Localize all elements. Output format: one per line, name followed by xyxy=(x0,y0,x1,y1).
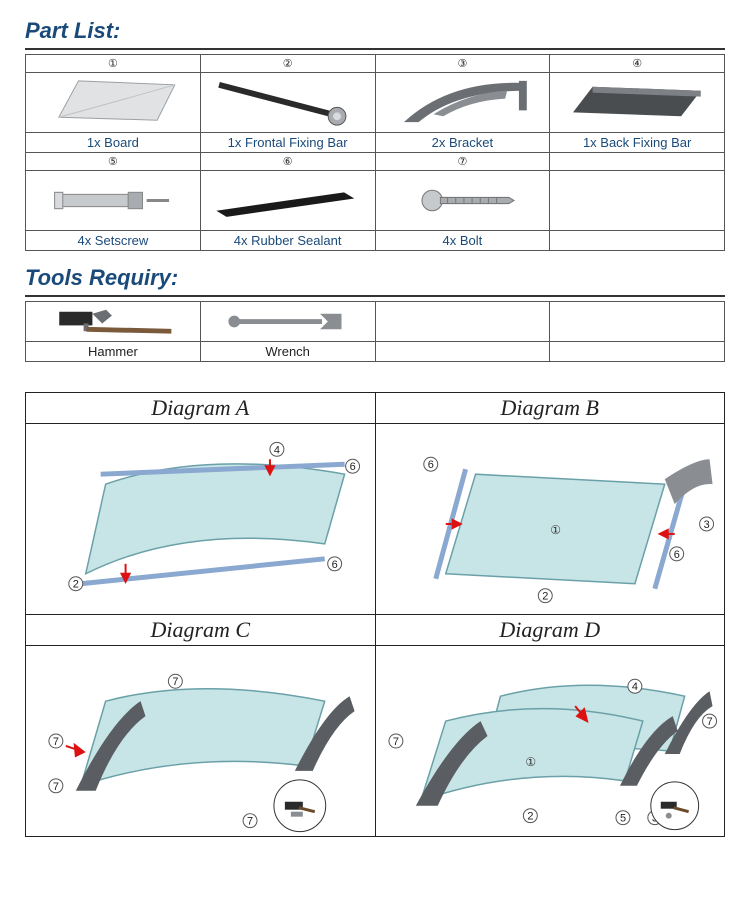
empty-cell xyxy=(550,153,725,171)
svg-text:7: 7 xyxy=(53,736,59,748)
diagram-d-cell: Diagram D ① 4 xyxy=(375,615,725,837)
empty-cell xyxy=(550,171,725,231)
svg-text:4: 4 xyxy=(631,681,637,693)
part-num: ① xyxy=(26,55,201,73)
diagram-title: Diagram C xyxy=(26,615,375,646)
part-label: 4x Bolt xyxy=(375,231,550,251)
svg-text:2: 2 xyxy=(73,579,79,591)
part-num: ⑥ xyxy=(200,153,375,171)
empty-cell xyxy=(375,302,550,342)
svg-text:6: 6 xyxy=(332,559,338,571)
diagram-c-cell: Diagram C 7 7 7 xyxy=(26,615,376,837)
part-image-setscrew xyxy=(26,171,201,231)
part-image-frontal-bar xyxy=(200,73,375,133)
tool-label: Hammer xyxy=(26,342,201,362)
part-num: ⑤ xyxy=(26,153,201,171)
tools-table: Hammer Wrench xyxy=(25,301,725,362)
diagram-a-body: 2 6 6 4 xyxy=(26,424,375,614)
part-num: ② xyxy=(200,55,375,73)
svg-text:7: 7 xyxy=(392,736,398,748)
tool-image-hammer xyxy=(26,302,201,342)
part-image-rubber-sealant xyxy=(200,171,375,231)
svg-text:2: 2 xyxy=(527,811,533,823)
tool-image-wrench xyxy=(200,302,375,342)
diagram-c-body: 7 7 7 7 xyxy=(26,646,375,836)
part-list-title: Part List: xyxy=(25,18,725,44)
svg-text:7: 7 xyxy=(53,781,59,793)
diagram-title: Diagram B xyxy=(376,393,725,424)
svg-text:6: 6 xyxy=(673,549,679,561)
svg-text:2: 2 xyxy=(542,591,548,603)
empty-cell xyxy=(550,302,725,342)
part-image-back-bar xyxy=(550,73,725,133)
part-image-bolt xyxy=(375,171,550,231)
diagram-b-body: ① 6 2 6 3 xyxy=(376,424,725,614)
svg-text:①: ① xyxy=(550,523,561,537)
divider xyxy=(25,48,725,50)
diagram-b-cell: Diagram B ① xyxy=(375,393,725,615)
svg-text:5: 5 xyxy=(619,813,625,825)
empty-cell xyxy=(550,231,725,251)
diagram-a-cell: Diagram A 2 6 xyxy=(26,393,376,615)
svg-text:3: 3 xyxy=(703,519,709,531)
divider xyxy=(25,295,725,297)
svg-text:7: 7 xyxy=(172,676,178,688)
part-num: ⑦ xyxy=(375,153,550,171)
part-image-board xyxy=(26,73,201,133)
diagram-title: Diagram A xyxy=(26,393,375,424)
svg-text:6: 6 xyxy=(427,459,433,471)
parts-table: ① ② ③ ④ xyxy=(25,54,725,251)
part-image-bracket xyxy=(375,73,550,133)
part-num: ④ xyxy=(550,55,725,73)
part-label: 1x Back Fixing Bar xyxy=(550,133,725,153)
part-label: 2x Bracket xyxy=(375,133,550,153)
part-label: 1x Board xyxy=(26,133,201,153)
tools-title: Tools Requiry: xyxy=(25,265,725,291)
svg-text:6: 6 xyxy=(350,461,356,473)
tool-label: Wrench xyxy=(200,342,375,362)
empty-cell xyxy=(375,342,550,362)
empty-cell xyxy=(550,342,725,362)
svg-text:①: ① xyxy=(525,755,536,769)
part-num: ③ xyxy=(375,55,550,73)
diagrams-table: Diagram A 2 6 xyxy=(25,392,725,837)
diagram-title: Diagram D xyxy=(376,615,725,646)
svg-text:7: 7 xyxy=(706,716,712,728)
svg-text:4: 4 xyxy=(274,444,280,456)
part-label: 1x Frontal Fixing Bar xyxy=(200,133,375,153)
diagram-d-body: ① 4 7 7 2 5 3 xyxy=(376,646,725,836)
svg-text:7: 7 xyxy=(247,816,253,828)
part-label: 4x Setscrew xyxy=(26,231,201,251)
part-label: 4x Rubber Sealant xyxy=(200,231,375,251)
